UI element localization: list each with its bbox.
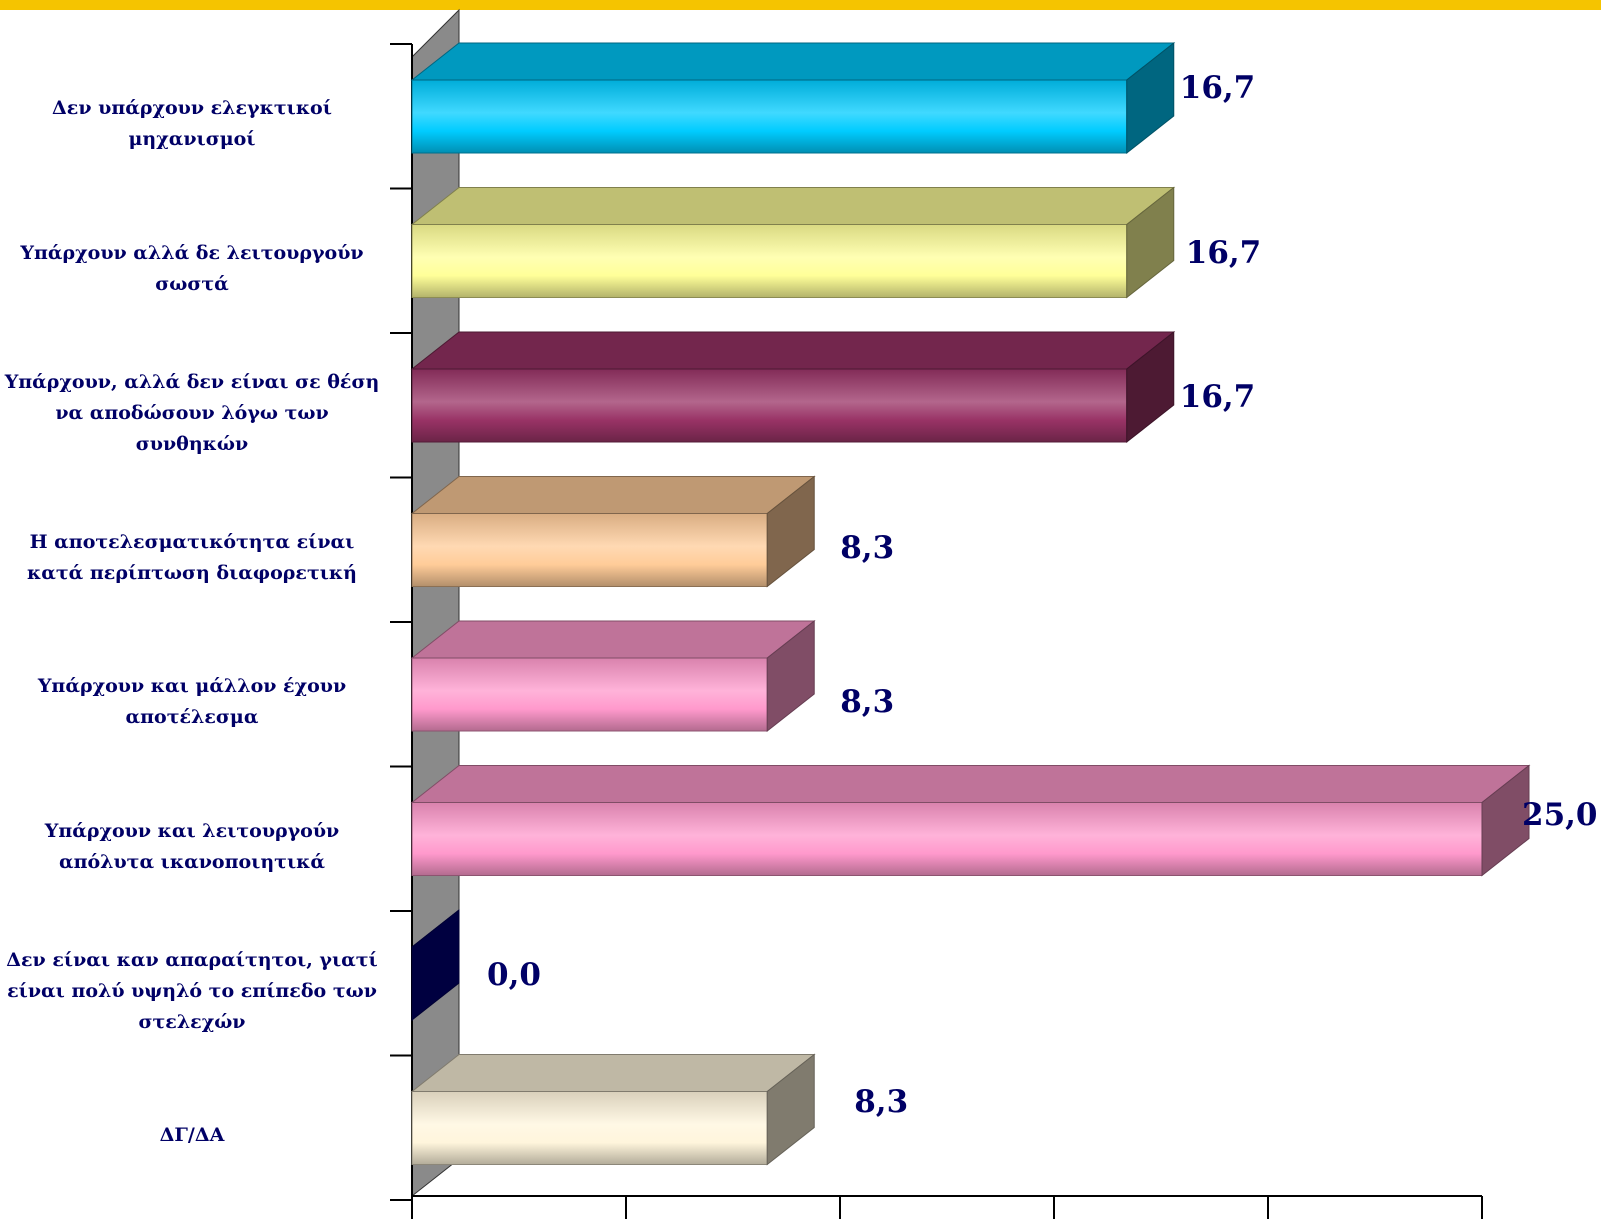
bar — [411, 368, 1128, 443]
bar — [411, 224, 1128, 298]
bar-side-face — [766, 619, 815, 733]
bar-value-label: 16,7 — [1185, 234, 1262, 271]
bar — [411, 1091, 768, 1165]
bar — [411, 802, 1483, 876]
back-wall — [411, 8, 460, 1198]
bar-top-face — [410, 42, 1176, 81]
bar-top-face — [410, 476, 816, 514]
bar-value-label: 16,7 — [1179, 379, 1256, 415]
category-label: ΔΓ/ΔΑ — [159, 1124, 225, 1147]
category-label: Υπάρχουν αλλά δε λειτουργούν σωστά — [20, 241, 364, 295]
bar — [411, 79, 1128, 154]
top-accent-bar — [0, 0, 1601, 10]
bar-side-face — [411, 908, 460, 1022]
bar-top-face — [410, 1054, 816, 1092]
bar-side-face — [1481, 764, 1530, 877]
bar — [411, 513, 768, 587]
bar-side-face — [766, 475, 815, 588]
bar-top-face — [410, 187, 1176, 225]
category-label: Υπάρχουν, αλλά δεν είναι σε θέση να αποδ… — [4, 370, 380, 455]
category-label: Υπάρχουν και λειτουργούν απόλυτα ικανοπο… — [44, 819, 340, 873]
category-label: Η αποτελεσματικότητα είναι κατά περίπτωσ… — [27, 530, 357, 584]
bar-value-label: 0,0 — [487, 957, 541, 993]
bar-value-label: 25,0 — [1522, 796, 1598, 833]
bar-side-face — [766, 1053, 815, 1166]
bar — [411, 657, 768, 732]
bar-value-label: 8,3 — [854, 1083, 909, 1120]
bar-value-label: 8,3 — [840, 684, 895, 720]
bar-top-face — [410, 765, 1531, 803]
bar-side-face — [1126, 41, 1175, 155]
bar-value-label: 16,7 — [1179, 70, 1256, 106]
bar-top-face — [410, 331, 1176, 370]
bar-value-label: 8,3 — [840, 529, 895, 566]
bar-top-face — [410, 620, 816, 659]
bar-side-face — [1126, 186, 1175, 299]
category-label: Δεν είναι καν απαραίτητοι, γιατί είναι π… — [6, 948, 378, 1033]
bar-side-face — [1126, 330, 1175, 444]
category-label: Δεν υπάρχουν ελεγκτικοί μηχανισμοί — [52, 97, 332, 151]
category-label: Υπάρχουν και μάλλον έχουν αποτέλεσμα — [37, 675, 347, 729]
